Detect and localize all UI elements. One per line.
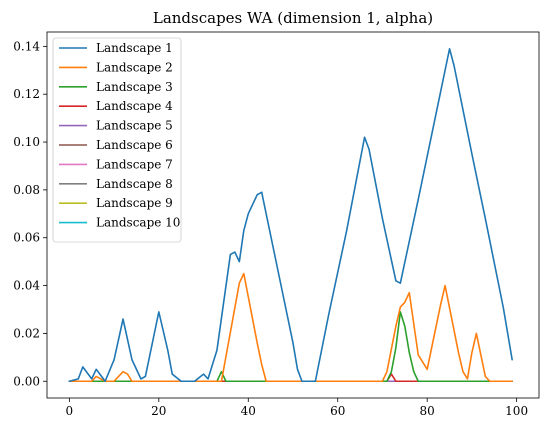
legend-label: Landscape 1 xyxy=(96,41,173,55)
x-tick-label: 60 xyxy=(330,404,345,418)
y-tick-label: 0.10 xyxy=(13,135,40,149)
x-tick-label: 0 xyxy=(66,404,74,418)
legend-label: Landscape 6 xyxy=(96,138,173,152)
y-tick-label: 0.02 xyxy=(13,326,40,340)
legend-label: Landscape 5 xyxy=(96,119,173,133)
y-tick-label: 0.14 xyxy=(13,39,40,53)
plot-frame xyxy=(46,31,540,399)
series-line-4 xyxy=(68,373,513,383)
legend-label: Landscape 10 xyxy=(96,216,180,230)
x-tick-label: 40 xyxy=(241,404,256,418)
legend-label: Landscape 7 xyxy=(96,157,173,171)
chart-title: Landscapes WA (dimension 1, alpha) xyxy=(153,9,433,27)
series-line-3 xyxy=(68,311,513,383)
y-tick-label: 0.06 xyxy=(13,231,40,245)
legend-box xyxy=(52,37,182,243)
y-tick-label: 0.08 xyxy=(13,183,40,197)
legend-label: Landscape 2 xyxy=(96,60,173,74)
legend-label: Landscape 8 xyxy=(96,177,173,191)
x-tick-label: 80 xyxy=(420,404,435,418)
y-tick-label: 0.12 xyxy=(13,87,40,101)
series-line-1 xyxy=(68,47,513,383)
legend-label: Landscape 4 xyxy=(96,99,173,113)
legend: Landscape 1 Landscape 2 Landscape 3 Landsca… xyxy=(52,37,182,243)
series-layer xyxy=(68,47,513,383)
legend-label: Landscape 9 xyxy=(96,196,173,210)
y-tick-label: 0.00 xyxy=(13,374,40,388)
legend-label: Landscape 3 xyxy=(96,80,173,94)
x-axis: 0 20 40 60 80 100 xyxy=(66,398,528,418)
y-axis: 0.00 0.02 0.04 0.06 0.08 0.10 0.12 0.14 xyxy=(13,39,47,388)
series-line-2 xyxy=(68,272,513,383)
y-tick-label: 0.04 xyxy=(13,279,40,293)
x-tick-label: 100 xyxy=(505,404,528,418)
x-tick-label: 20 xyxy=(151,404,166,418)
